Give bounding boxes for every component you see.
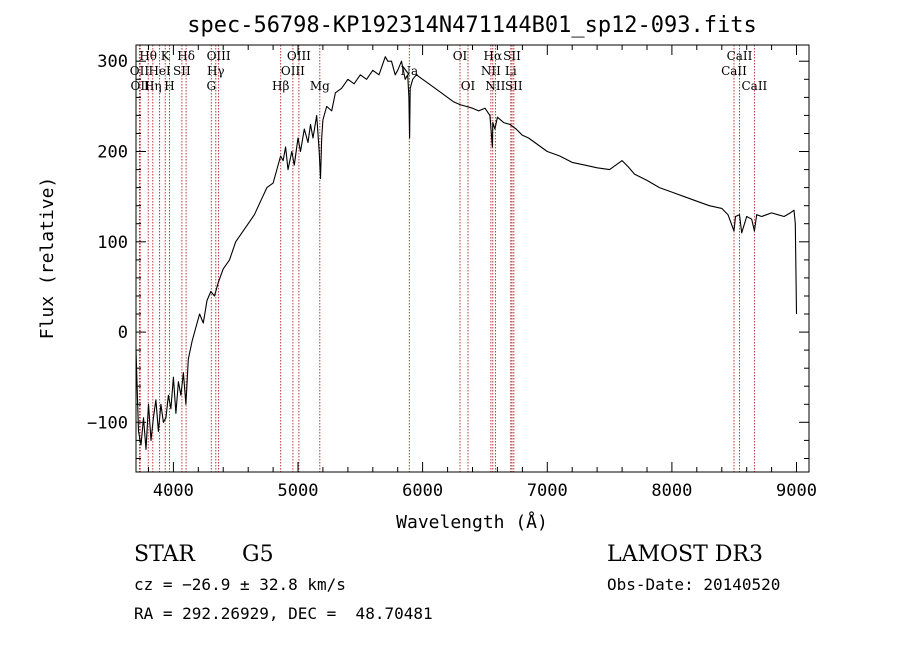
spectral-line-label: SII xyxy=(505,79,523,93)
object-class: STAR xyxy=(134,542,196,567)
spectral-line-label: Hθ xyxy=(139,49,157,63)
spectral-line-label: OIII xyxy=(287,49,311,63)
spectral-line-label: H xyxy=(164,79,174,93)
info-panel: STAR G5 LAMOST DR3 cz = −26.9 ± 32.8 km/… xyxy=(134,542,780,623)
spectral-line-labels: OIIOIIHθHηHeIKHSIIHδGHγOIIIHβOIIIOIIIMgN… xyxy=(130,49,768,93)
spectral-line-label: CaII xyxy=(727,49,753,63)
x-axis: 4000 5000 6000 7000 8000 9000 xyxy=(148,45,817,501)
spectral-line-label: NII xyxy=(485,79,505,93)
spectral-line-label: K xyxy=(161,49,171,63)
x-tick-label: 7000 xyxy=(527,481,568,501)
y-axis: −100 0 100 200 300 xyxy=(87,52,809,459)
x-tick-label: 4000 xyxy=(153,481,194,501)
spectral-line-label: Mg xyxy=(310,79,330,93)
spectral-line-label: Hγ xyxy=(207,64,225,78)
redshift-cz: cz = −26.9 ± 32.8 km/s xyxy=(134,575,346,594)
observation-date: Obs-Date: 20140520 xyxy=(607,575,780,594)
spectral-line-label: OI xyxy=(461,79,476,93)
y-axis-label: Flux (relative) xyxy=(37,177,58,340)
spectral-line-label: CaII xyxy=(741,79,767,93)
spectral-line-label: Hβ xyxy=(272,79,289,93)
spectrum-line xyxy=(135,56,798,450)
y-tick-label: 0 xyxy=(118,323,128,343)
spectral-lines xyxy=(138,45,755,472)
spectral-line-label: HeI xyxy=(148,64,171,78)
plot-frame xyxy=(135,44,810,473)
spectral-line-label: NII xyxy=(481,64,501,78)
spectral-line-label: OIII xyxy=(207,49,231,63)
spectral-line-label: OII xyxy=(130,64,150,78)
y-tick-label: 100 xyxy=(97,233,128,253)
x-tick-label: 5000 xyxy=(278,481,319,501)
spectral-line-label: Li xyxy=(505,64,517,78)
spectral-line-label: SII xyxy=(503,49,521,63)
object-subclass: G5 xyxy=(242,542,274,567)
spectral-line-label: Hδ xyxy=(177,49,195,63)
x-tick-label: 9000 xyxy=(776,481,817,501)
spectral-line-label: Na xyxy=(400,64,418,78)
x-tick-label: 8000 xyxy=(651,481,692,501)
x-tick-label: 6000 xyxy=(402,481,443,501)
y-tick-label: −100 xyxy=(87,413,128,433)
spectral-line-label: OIII xyxy=(281,64,305,78)
spectral-line-label: Hα xyxy=(484,49,503,63)
spectral-line-label: OII xyxy=(131,79,151,93)
spectral-line-label: OI xyxy=(453,49,468,63)
spectral-line-label: Hη xyxy=(144,79,162,93)
x-axis-label: Wavelength (Å) xyxy=(396,511,548,533)
y-tick-label: 300 xyxy=(97,52,128,72)
spectral-line-label: SII xyxy=(173,64,191,78)
chart-title: spec-56798-KP192314N471144B01_sp12-093.f… xyxy=(187,13,757,38)
survey-name: LAMOST DR3 xyxy=(607,542,763,567)
coordinates: RA = 292.26929, DEC = 48.70481 xyxy=(134,604,433,623)
series-layer xyxy=(135,56,798,450)
spectral-line-label: CaII xyxy=(721,64,747,78)
y-tick-label: 200 xyxy=(97,143,128,163)
spectral-line-label: G xyxy=(207,79,217,93)
